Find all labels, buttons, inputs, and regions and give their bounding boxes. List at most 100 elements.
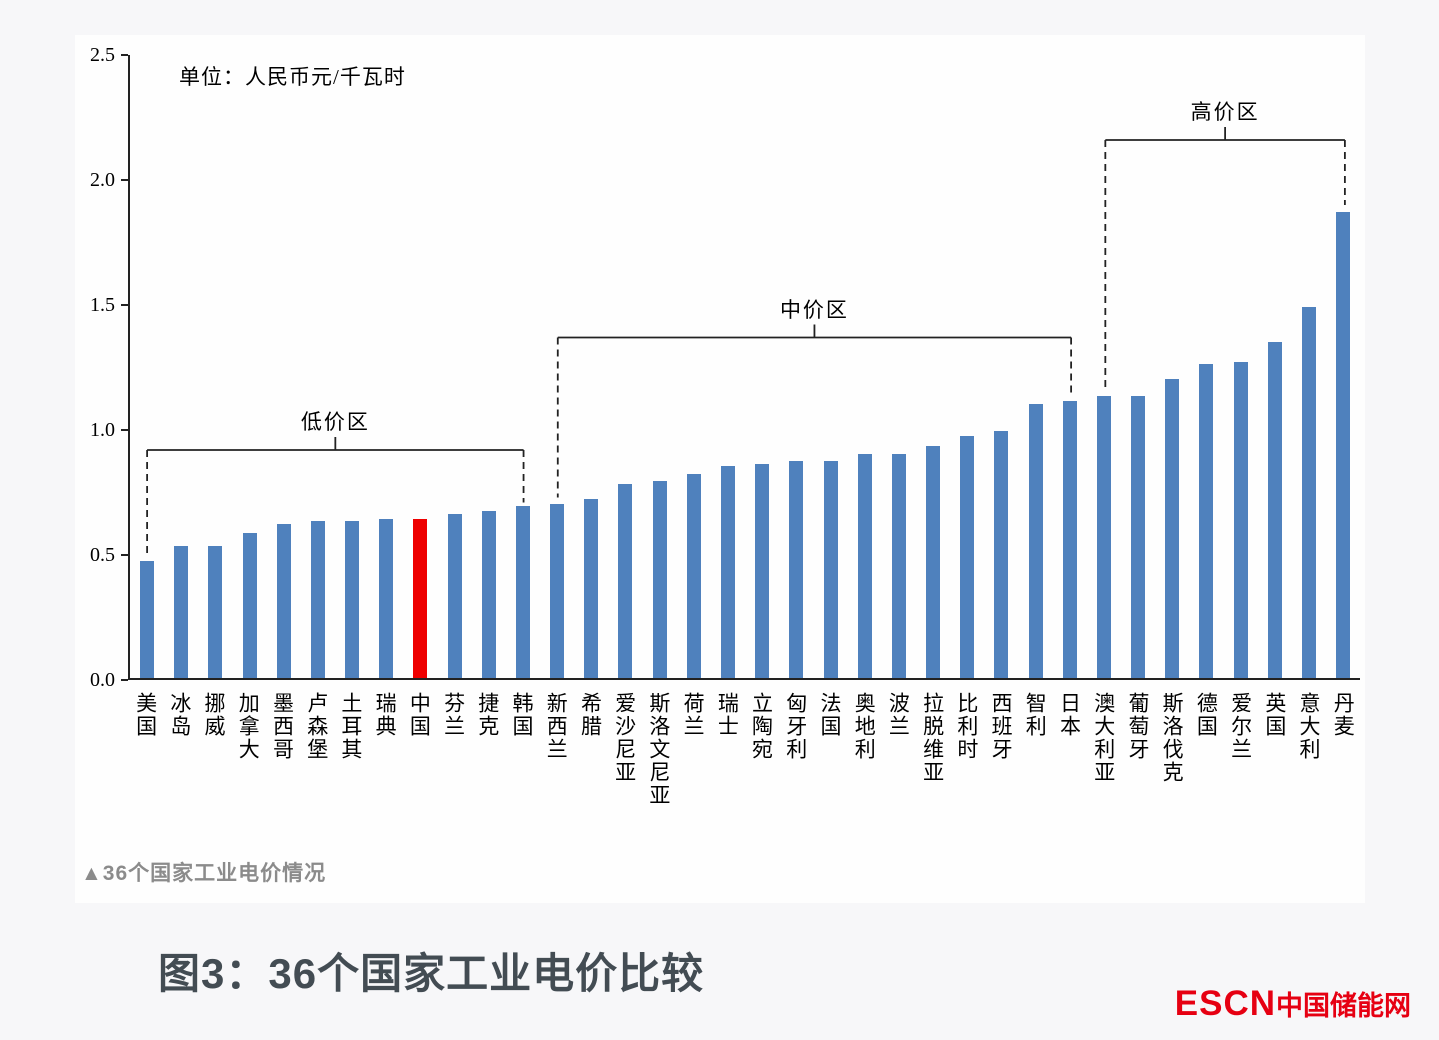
y-tick-mark bbox=[121, 429, 128, 431]
bar bbox=[755, 463, 770, 678]
y-tick-mark bbox=[121, 54, 128, 56]
x-label-cell: 韩国 bbox=[504, 684, 538, 864]
x-tick-label: 瑞士 bbox=[715, 692, 740, 738]
x-label-cell: 立陶宛 bbox=[744, 684, 778, 864]
x-tick-label: 法国 bbox=[817, 692, 842, 738]
chart-panel: 单位：人民币元/千瓦时 0.0 0.5 1.0 1.5 2.0 2.5 低价区 中价区 高价区… bbox=[75, 35, 1365, 903]
bar-column bbox=[916, 55, 950, 678]
x-label-cell: 捷克 bbox=[470, 684, 504, 864]
x-label-cell: 爱尔兰 bbox=[1223, 684, 1257, 864]
bar bbox=[310, 521, 325, 678]
x-label-cell: 加拿大 bbox=[231, 684, 265, 864]
bar-column bbox=[335, 55, 369, 678]
x-label-cell: 德国 bbox=[1189, 684, 1223, 864]
escn-logo: ESCN中国储能网 bbox=[1175, 984, 1411, 1024]
x-tick-label: 丹麦 bbox=[1331, 692, 1356, 738]
x-label-cell: 西班牙 bbox=[983, 684, 1017, 864]
x-tick-label: 英国 bbox=[1262, 692, 1287, 738]
bar bbox=[140, 560, 155, 678]
x-label-cell: 意大利 bbox=[1291, 684, 1325, 864]
x-tick-label: 葡萄牙 bbox=[1125, 692, 1150, 761]
x-label-cell: 冰岛 bbox=[162, 684, 196, 864]
x-label-cell: 英国 bbox=[1257, 684, 1291, 864]
bar-column bbox=[574, 55, 608, 678]
x-tick-label: 波兰 bbox=[886, 692, 911, 738]
bar bbox=[208, 545, 223, 678]
chart-caption: ▲36个国家工业电价情况 bbox=[81, 862, 327, 885]
y-tick-mark bbox=[121, 304, 128, 306]
bar-column bbox=[1087, 55, 1121, 678]
bar-column bbox=[198, 55, 232, 678]
x-label-cell: 奥地利 bbox=[847, 684, 881, 864]
bar-column bbox=[130, 55, 164, 678]
bar-column bbox=[233, 55, 267, 678]
x-tick-label: 瑞典 bbox=[373, 692, 398, 738]
bar bbox=[276, 523, 291, 678]
x-label-cell: 墨西哥 bbox=[265, 684, 299, 864]
bar bbox=[823, 461, 838, 678]
y-tick-mark bbox=[121, 179, 128, 181]
bar-column bbox=[1018, 55, 1052, 678]
x-label-cell: 波兰 bbox=[881, 684, 915, 864]
bar bbox=[379, 518, 394, 678]
x-label-cell: 荷兰 bbox=[676, 684, 710, 864]
bar bbox=[481, 511, 496, 678]
x-tick-label: 奥地利 bbox=[852, 692, 877, 761]
x-label-cell: 葡萄牙 bbox=[1120, 684, 1154, 864]
bar bbox=[721, 466, 735, 678]
bar bbox=[960, 436, 975, 678]
bar-column bbox=[677, 55, 711, 678]
x-tick-label: 加拿大 bbox=[236, 692, 261, 761]
x-label-cell: 拉脱维亚 bbox=[915, 684, 949, 864]
x-label-cell: 爱沙尼亚 bbox=[607, 684, 641, 864]
x-tick-label: 立陶宛 bbox=[749, 692, 774, 761]
x-label-cell: 智利 bbox=[1018, 684, 1052, 864]
bar bbox=[926, 446, 941, 678]
bar-column bbox=[403, 55, 437, 678]
bar bbox=[1301, 306, 1316, 678]
bar-column bbox=[438, 55, 472, 678]
bar bbox=[1199, 364, 1214, 678]
x-label-cell: 瑞典 bbox=[368, 684, 402, 864]
bar bbox=[1233, 361, 1248, 678]
x-tick-label: 斯洛伐克 bbox=[1160, 692, 1185, 784]
bar-column bbox=[369, 55, 403, 678]
x-tick-label: 希腊 bbox=[578, 692, 603, 738]
y-axis: 0.0 0.5 1.0 1.5 2.0 2.5 bbox=[75, 44, 128, 691]
bar bbox=[618, 483, 633, 678]
bar bbox=[994, 431, 1009, 678]
x-tick-label: 墨西哥 bbox=[270, 692, 295, 761]
bar-highlight-china bbox=[413, 518, 428, 678]
x-tick-label: 日本 bbox=[1057, 692, 1082, 738]
bar-column bbox=[608, 55, 642, 678]
x-tick-label: 澳大利亚 bbox=[1091, 692, 1116, 784]
bar bbox=[447, 513, 462, 678]
bar-column bbox=[779, 55, 813, 678]
bar-column bbox=[1292, 55, 1326, 678]
zone-label: 低价区 bbox=[300, 410, 370, 434]
x-tick-label: 比利时 bbox=[954, 692, 979, 761]
x-label-cell: 匈牙利 bbox=[778, 684, 812, 864]
bar bbox=[686, 473, 701, 678]
y-tick-label: 1.5 bbox=[90, 294, 115, 316]
zone-label: 高价区 bbox=[1190, 100, 1260, 124]
y-tick-label: 1.0 bbox=[90, 419, 115, 441]
x-tick-label: 智利 bbox=[1023, 692, 1048, 738]
bar bbox=[1336, 212, 1351, 678]
bar bbox=[891, 453, 906, 678]
x-label-cell: 希腊 bbox=[573, 684, 607, 864]
bar bbox=[652, 481, 667, 678]
x-label-cell: 土耳其 bbox=[333, 684, 367, 864]
x-tick-label: 拉脱维亚 bbox=[920, 692, 945, 784]
x-label-cell: 斯洛伐克 bbox=[1155, 684, 1189, 864]
x-label-cell: 瑞士 bbox=[710, 684, 744, 864]
bar-column bbox=[1121, 55, 1155, 678]
zone-label: 中价区 bbox=[779, 297, 849, 322]
bar bbox=[857, 453, 872, 678]
bar bbox=[789, 461, 804, 678]
bar-series bbox=[130, 55, 1360, 678]
bar bbox=[515, 506, 530, 678]
bar bbox=[1165, 378, 1180, 678]
bar-column bbox=[882, 55, 916, 678]
bar bbox=[242, 533, 257, 678]
